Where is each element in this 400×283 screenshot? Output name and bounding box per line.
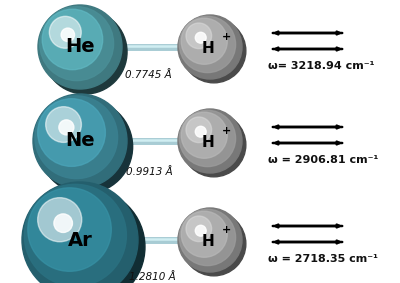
Text: Ar: Ar [68, 230, 92, 250]
Circle shape [181, 18, 227, 64]
Circle shape [179, 209, 236, 266]
Text: +: + [222, 32, 231, 42]
Text: 0.9913 Å: 0.9913 Å [126, 167, 173, 177]
Text: +: + [222, 225, 231, 235]
Circle shape [182, 113, 246, 177]
Circle shape [195, 225, 206, 236]
Circle shape [39, 100, 133, 194]
Text: 1.2810 Å: 1.2810 Å [130, 272, 176, 282]
Circle shape [38, 99, 105, 166]
Circle shape [182, 212, 246, 276]
Circle shape [179, 110, 236, 167]
Circle shape [49, 16, 81, 48]
Text: H: H [202, 135, 215, 150]
Circle shape [54, 214, 72, 232]
Circle shape [195, 126, 206, 137]
Circle shape [22, 182, 138, 283]
Circle shape [61, 28, 74, 42]
Text: ω= 3218.94 cm⁻¹: ω= 3218.94 cm⁻¹ [268, 61, 374, 71]
Text: 0.7745 Å: 0.7745 Å [125, 70, 171, 80]
Circle shape [33, 94, 127, 188]
Text: +: + [222, 127, 231, 136]
Circle shape [29, 189, 145, 283]
Circle shape [24, 184, 126, 283]
Circle shape [28, 188, 111, 271]
Circle shape [178, 109, 242, 173]
Circle shape [46, 107, 82, 142]
Text: H: H [202, 41, 215, 56]
Circle shape [179, 16, 236, 73]
Text: H: H [202, 234, 215, 249]
Circle shape [40, 7, 114, 81]
Circle shape [38, 5, 122, 89]
Circle shape [186, 117, 212, 143]
Text: ω = 2906.81 cm⁻¹: ω = 2906.81 cm⁻¹ [268, 155, 378, 165]
Circle shape [178, 15, 242, 79]
Circle shape [181, 211, 227, 257]
Circle shape [195, 32, 206, 43]
Text: Ne: Ne [65, 132, 95, 151]
Text: ω = 2718.35 cm⁻¹: ω = 2718.35 cm⁻¹ [268, 254, 378, 264]
Circle shape [181, 112, 227, 158]
Circle shape [186, 23, 212, 49]
Circle shape [35, 96, 118, 179]
Text: He: He [65, 38, 95, 57]
Circle shape [186, 216, 212, 242]
Circle shape [43, 10, 127, 94]
Circle shape [42, 9, 103, 70]
Circle shape [38, 198, 82, 242]
Circle shape [59, 120, 74, 135]
Circle shape [178, 208, 242, 272]
Circle shape [182, 19, 246, 83]
